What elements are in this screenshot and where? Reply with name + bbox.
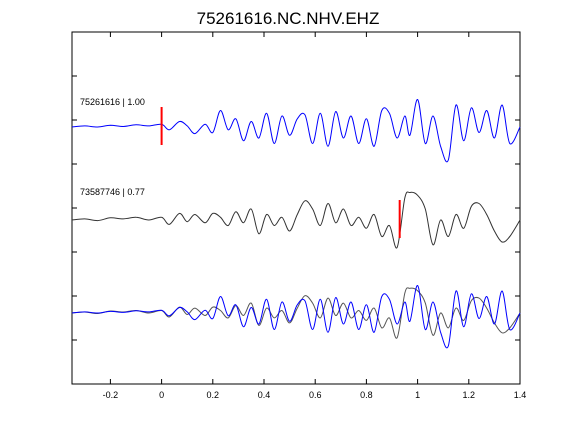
trace-label-2: 73587746 | 0.77 [80,187,145,197]
chart-title: 75261616.NC.NHV.EHZ [197,9,380,28]
trace-series-1 [71,98,521,163]
x-tick-label: 0.6 [309,390,322,400]
trace-label-1: 75261616 | 1.00 [80,97,145,107]
x-tick-label: 0.4 [258,390,271,400]
x-tick-label: 0.8 [360,390,373,400]
x-tick-label: -0.2 [103,390,119,400]
y-ticks [72,75,520,341]
traces-group [71,98,521,349]
overlay-series-main [71,284,521,349]
x-tick-label: 1.2 [463,390,476,400]
x-axis: -0.2 0 0.2 0.4 0.6 0.8 1 1.2 1.4 [103,32,527,400]
x-tick-label: 1 [415,390,420,400]
x-tick-label: 1.4 [514,390,527,400]
plot-frame [71,31,521,385]
x-tick-label: 0.2 [207,390,220,400]
trace-labels: 75261616 | 1.00 73587746 | 0.77 [80,97,145,197]
x-tick-label: 0 [159,390,164,400]
trace-series-2 [71,191,521,249]
